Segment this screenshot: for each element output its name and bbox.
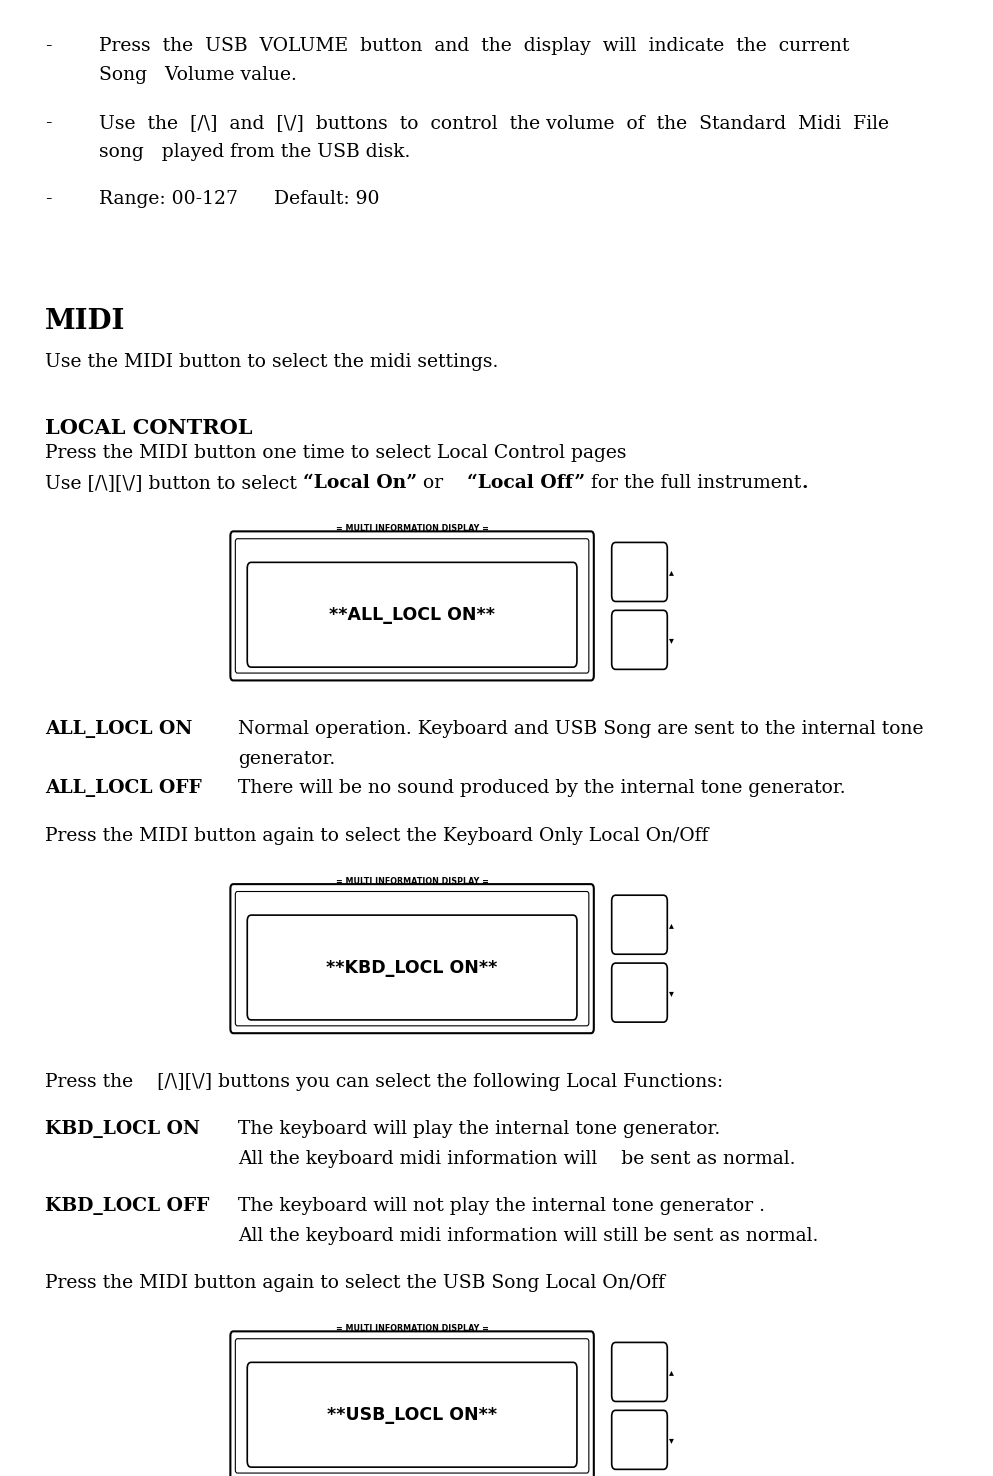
Text: “Local On”: “Local On” <box>303 474 417 492</box>
FancyBboxPatch shape <box>612 1411 667 1470</box>
Text: = MULTI INFORMATION DISPLAY =: = MULTI INFORMATION DISPLAY = <box>336 1324 489 1333</box>
Text: **KBD_LOCL ON**: **KBD_LOCL ON** <box>327 958 497 977</box>
Text: Range: 00-127      Default: 90: Range: 00-127 Default: 90 <box>99 190 379 208</box>
FancyBboxPatch shape <box>230 1331 594 1476</box>
Text: Press the MIDI button again to select the Keyboard Only Local On/Off: Press the MIDI button again to select th… <box>45 827 708 844</box>
Text: Press the MIDI button one time to select Local Control pages: Press the MIDI button one time to select… <box>45 444 627 462</box>
FancyBboxPatch shape <box>230 531 594 680</box>
Text: or: or <box>417 474 467 492</box>
Text: ▴: ▴ <box>669 1367 674 1377</box>
Text: Press the    [/\][\/] buttons you can select the following Local Functions:: Press the [/\][\/] buttons you can selec… <box>45 1073 723 1091</box>
Text: = MULTI INFORMATION DISPLAY =: = MULTI INFORMATION DISPLAY = <box>336 524 489 533</box>
Text: Use [/\][\/] button to select: Use [/\][\/] button to select <box>45 474 303 492</box>
Text: “Local Off”: “Local Off” <box>467 474 585 492</box>
Text: -: - <box>45 114 52 131</box>
Text: ▾: ▾ <box>669 1435 674 1445</box>
FancyBboxPatch shape <box>612 964 667 1023</box>
Text: ▾: ▾ <box>669 635 674 645</box>
Text: Song   Volume value.: Song Volume value. <box>99 66 297 84</box>
FancyBboxPatch shape <box>235 539 589 673</box>
Text: The keyboard will not play the internal tone generator .: The keyboard will not play the internal … <box>238 1197 766 1215</box>
FancyBboxPatch shape <box>247 915 577 1020</box>
FancyBboxPatch shape <box>247 1362 577 1467</box>
FancyBboxPatch shape <box>612 611 667 670</box>
Text: All the keyboard midi information will    be sent as normal.: All the keyboard midi information will b… <box>238 1150 795 1168</box>
FancyBboxPatch shape <box>230 884 594 1033</box>
FancyBboxPatch shape <box>235 892 589 1026</box>
Text: -: - <box>45 190 52 208</box>
Text: Use  the  [/\]  and  [\/]  buttons  to  control  the volume  of  the  Standard  : Use the [/\] and [\/] buttons to control… <box>99 114 890 131</box>
Text: Use the MIDI button to select the midi settings.: Use the MIDI button to select the midi s… <box>45 353 498 370</box>
Text: ▾: ▾ <box>669 987 674 998</box>
Text: LOCAL CONTROL: LOCAL CONTROL <box>45 418 252 438</box>
Text: **USB_LOCL ON**: **USB_LOCL ON** <box>327 1405 497 1424</box>
Text: KBD_LOCL ON: KBD_LOCL ON <box>45 1120 200 1138</box>
Text: Press the MIDI button again to select the USB Song Local On/Off: Press the MIDI button again to select th… <box>45 1274 664 1292</box>
Text: Press  the  USB  VOLUME  button  and  the  display  will  indicate  the  current: Press the USB VOLUME button and the disp… <box>99 37 850 55</box>
Text: Normal operation. Keyboard and USB Song are sent to the internal tone: Normal operation. Keyboard and USB Song … <box>238 720 923 738</box>
Text: There will be no sound produced by the internal tone generator.: There will be no sound produced by the i… <box>238 779 846 797</box>
FancyBboxPatch shape <box>612 896 667 955</box>
FancyBboxPatch shape <box>612 543 667 602</box>
Text: song   played from the USB disk.: song played from the USB disk. <box>99 143 411 161</box>
Text: MIDI: MIDI <box>45 308 125 335</box>
FancyBboxPatch shape <box>235 1339 589 1473</box>
Text: generator.: generator. <box>238 750 336 768</box>
Text: KBD_LOCL OFF: KBD_LOCL OFF <box>45 1197 210 1215</box>
FancyBboxPatch shape <box>247 562 577 667</box>
Text: ▴: ▴ <box>669 567 674 577</box>
Text: ▴: ▴ <box>669 920 674 930</box>
Text: -: - <box>45 37 52 55</box>
Text: .: . <box>801 474 807 492</box>
FancyBboxPatch shape <box>612 1343 667 1402</box>
Text: = MULTI INFORMATION DISPLAY =: = MULTI INFORMATION DISPLAY = <box>336 877 489 886</box>
Text: ALL_LOCL OFF: ALL_LOCL OFF <box>45 779 202 797</box>
Text: for the full instrument: for the full instrument <box>585 474 801 492</box>
Text: ALL_LOCL ON: ALL_LOCL ON <box>45 720 192 738</box>
Text: The keyboard will play the internal tone generator.: The keyboard will play the internal tone… <box>238 1120 721 1138</box>
Text: All the keyboard midi information will still be sent as normal.: All the keyboard midi information will s… <box>238 1227 818 1244</box>
Text: **ALL_LOCL ON**: **ALL_LOCL ON** <box>329 605 496 624</box>
